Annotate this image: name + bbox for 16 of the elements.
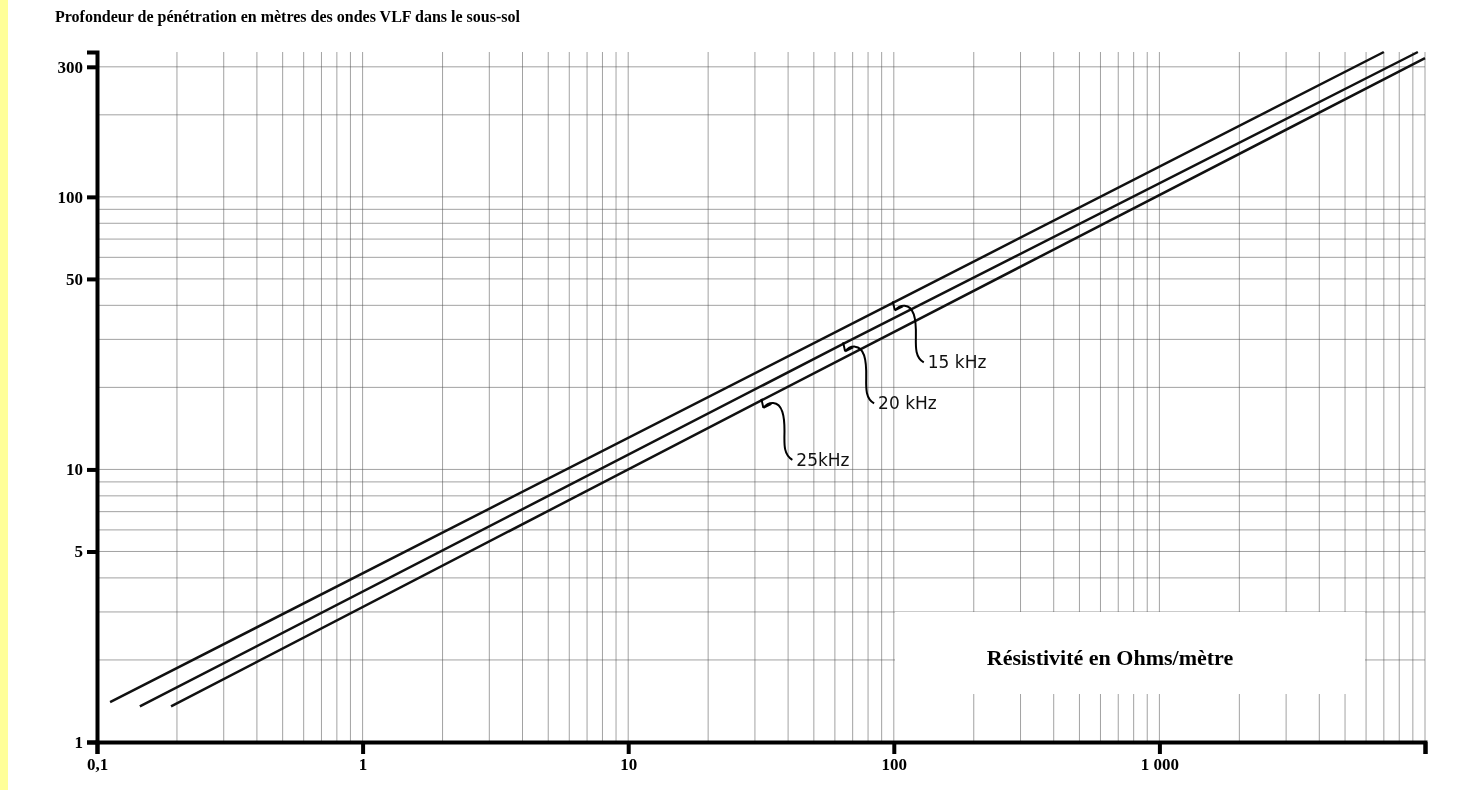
- annotation: 20 kHz: [878, 393, 937, 414]
- x-tick-label: 0,1: [86, 755, 109, 775]
- y-tick-label: 100: [57, 187, 83, 207]
- annotation: 25kHz: [796, 449, 850, 470]
- x-tick-label: 10: [620, 755, 638, 775]
- x-tick-label: 100: [881, 755, 908, 775]
- chart-title: Profondeur de pénétration en mètres des ondes VLF dans le sous-sol: [55, 8, 521, 26]
- y-tick-label: 50: [66, 269, 83, 289]
- annotation: 15 kHz: [927, 352, 987, 373]
- x-tick-label: 1: [358, 755, 368, 775]
- y-tick-label: 300: [57, 57, 83, 77]
- x-axis-title: Résistivité en Ohms/mètre: [986, 645, 1234, 670]
- y-tick-label: 1: [74, 732, 83, 752]
- y-tick-label: 10: [66, 460, 83, 480]
- x-tick-label: 1 000: [1140, 755, 1180, 775]
- y-tick-label: 5: [74, 542, 83, 562]
